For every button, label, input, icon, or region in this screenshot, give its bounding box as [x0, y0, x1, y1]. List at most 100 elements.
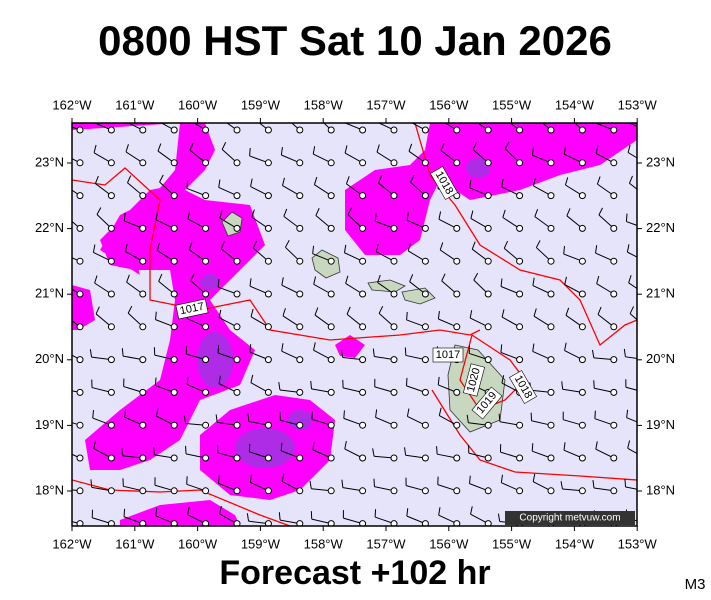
- barb-flag: [280, 146, 283, 156]
- wind-barb: [126, 274, 147, 298]
- barb-flag: [126, 274, 130, 283]
- barb-station: [296, 487, 304, 495]
- barb-station: [264, 192, 272, 200]
- wind-barb: [591, 349, 618, 364]
- barb-flag: [221, 142, 227, 150]
- wind-barb: [595, 145, 618, 167]
- barb-station: [547, 290, 555, 298]
- barb-flag: [375, 409, 378, 418]
- barb-flag: [312, 245, 315, 254]
- wind-barb: [595, 441, 618, 462]
- wind-barb: [565, 307, 586, 331]
- barb-station: [421, 388, 429, 396]
- wind-barb: [90, 479, 115, 495]
- wind-barb: [124, 243, 147, 265]
- barb-station: [139, 323, 147, 331]
- barb-flag: [624, 478, 627, 488]
- barb-flag: [312, 441, 315, 450]
- wind-barb: [186, 180, 210, 200]
- barb-station: [107, 520, 115, 526]
- barb-station: [516, 421, 524, 429]
- barb-station: [610, 454, 618, 462]
- barb-station: [578, 257, 586, 265]
- barb-station: [359, 257, 367, 265]
- barb-station: [170, 323, 178, 331]
- barb-station: [547, 454, 555, 462]
- barb-station: [359, 421, 367, 429]
- barb-flag: [219, 506, 222, 515]
- barb-station: [390, 192, 398, 200]
- wind-barb: [597, 306, 618, 331]
- barb-station: [547, 159, 555, 167]
- isobar-label-text: 1017: [436, 349, 460, 361]
- barb-flag: [469, 475, 471, 484]
- barb-station: [202, 421, 210, 429]
- barb-flag: [250, 308, 254, 317]
- barb-station: [202, 323, 210, 331]
- barb-station: [578, 421, 586, 429]
- wind-barb: [154, 377, 178, 396]
- barb-station: [390, 224, 398, 232]
- barb-station: [642, 389, 648, 395]
- barb-flag: [252, 240, 258, 249]
- wind-barb: [629, 306, 637, 321]
- barb-flag: [498, 413, 501, 422]
- barb-flag: [89, 349, 93, 358]
- barb-station: [233, 487, 241, 495]
- barb-station: [107, 290, 115, 298]
- barb-flag: [595, 245, 598, 254]
- barb-flag: [375, 243, 379, 252]
- wind-barb: [312, 245, 335, 265]
- lat-label: 21°N: [646, 286, 675, 301]
- barb-flag: [564, 276, 567, 285]
- barb-flag: [188, 242, 193, 250]
- barb-flag: [437, 376, 440, 385]
- barb-station: [516, 192, 524, 200]
- barb-station: [76, 487, 84, 495]
- barb-flag: [156, 242, 160, 251]
- lat-label: 23°N: [35, 154, 64, 169]
- wind-barb: [93, 440, 115, 462]
- title: 0800 HST Sat 10 Jan 2026: [98, 17, 612, 64]
- wind-barb: [561, 381, 586, 396]
- barb-flag: [312, 146, 316, 155]
- barb-flag: [158, 273, 163, 282]
- barb-flag: [96, 207, 102, 215]
- barb-flag: [251, 209, 255, 218]
- barb-flag: [501, 178, 504, 187]
- barb-station: [327, 159, 335, 167]
- barb-flag: [627, 144, 631, 153]
- wind-barb: [190, 273, 210, 298]
- barb-flag: [595, 441, 598, 450]
- wind-barb: [372, 448, 398, 462]
- barb-station: [76, 388, 84, 396]
- wind-barb: [217, 475, 241, 495]
- wind-barb: [217, 444, 241, 462]
- barb-flag: [249, 474, 253, 483]
- lon-label: 159°W: [241, 97, 281, 112]
- wind-barb: [127, 305, 147, 331]
- wind-barb: [217, 279, 241, 298]
- barb-station: [578, 487, 586, 495]
- barb-station: [139, 290, 147, 298]
- barb-station: [359, 487, 367, 495]
- barb-station: [296, 421, 304, 429]
- barb-flag: [285, 110, 288, 117]
- wind-barb: [439, 242, 461, 265]
- wind-barb: [377, 123, 398, 134]
- barb-station: [421, 159, 429, 167]
- wind-barb: [185, 445, 210, 462]
- wind-barb: [502, 209, 524, 232]
- wind-barb: [93, 144, 115, 167]
- barb-station: [202, 290, 210, 298]
- wind-barb: [563, 146, 586, 167]
- barb-station: [170, 388, 178, 396]
- barb-flag: [343, 244, 347, 253]
- wind-barb: [313, 342, 335, 364]
- barb-station: [390, 388, 398, 396]
- barb-station: [76, 257, 84, 265]
- isobar-label: 1020: [462, 363, 486, 397]
- barb-station: [484, 192, 492, 200]
- barb-station: [390, 520, 398, 526]
- isobar-label: 1017: [175, 298, 209, 320]
